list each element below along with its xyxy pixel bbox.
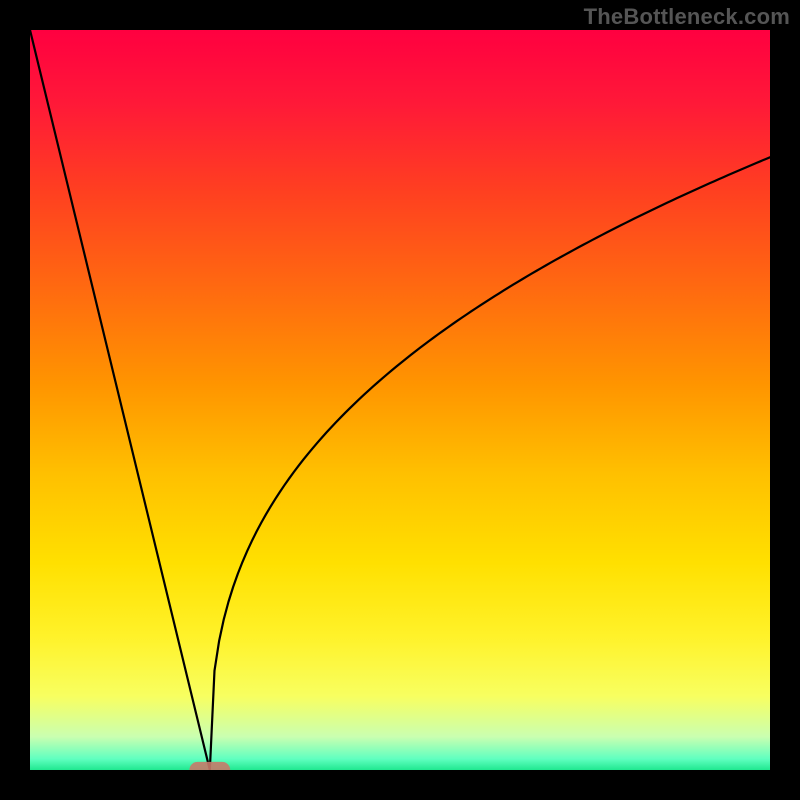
gradient-background — [30, 30, 770, 770]
watermark-text: TheBottleneck.com — [584, 4, 790, 30]
optimal-marker — [189, 762, 230, 770]
chart-frame: TheBottleneck.com — [0, 0, 800, 800]
plot-area — [30, 30, 770, 770]
bottleneck-curve-chart — [30, 30, 770, 770]
